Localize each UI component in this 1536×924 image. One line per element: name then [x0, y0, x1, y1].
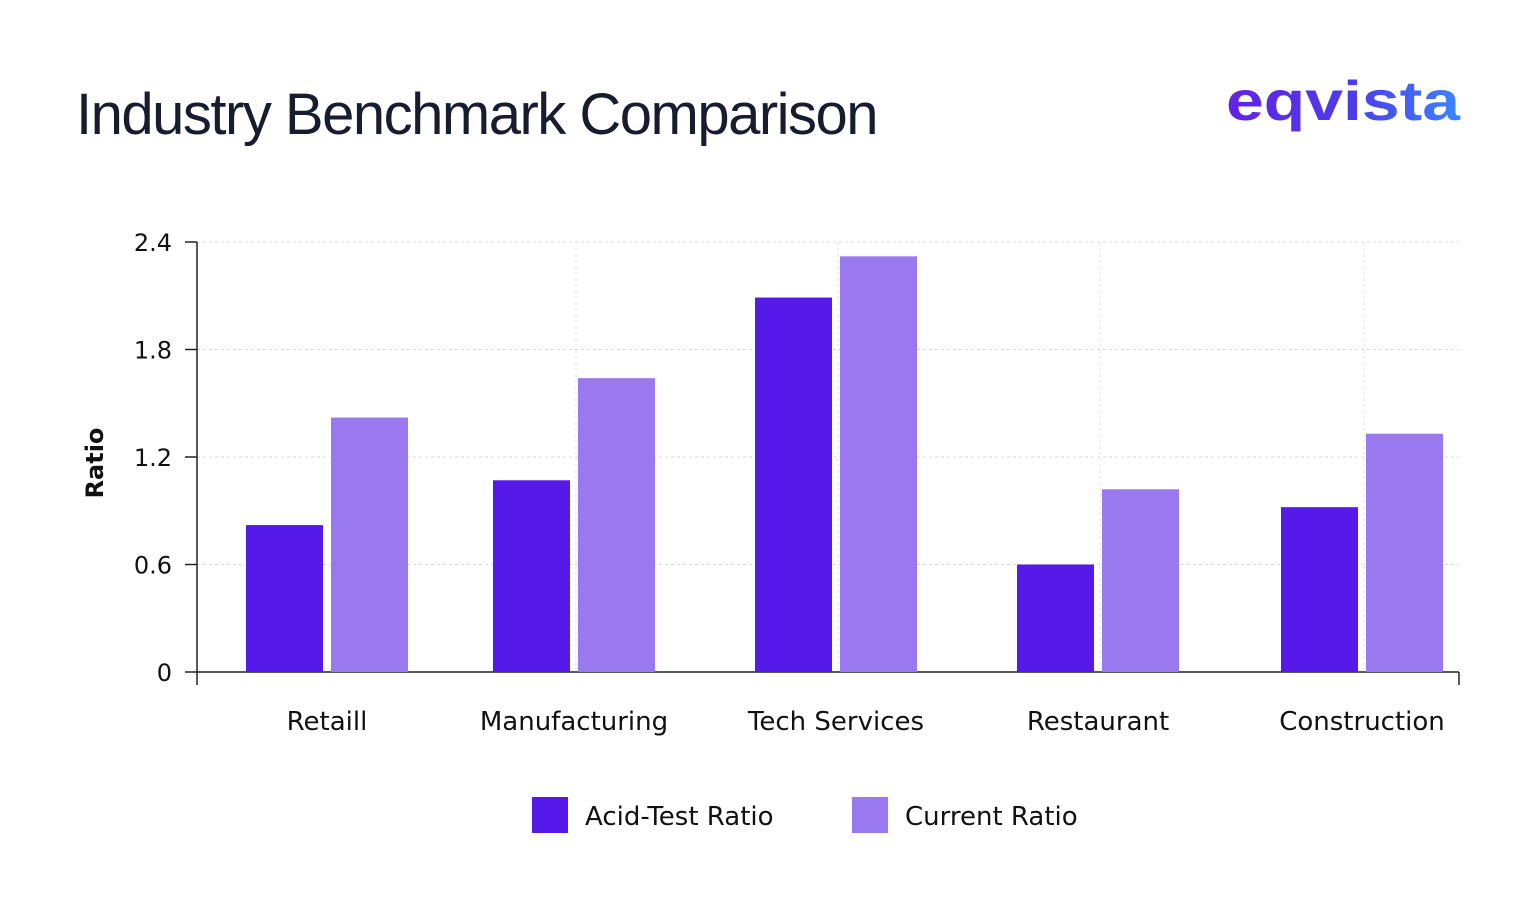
bar-acid-test-3	[1017, 564, 1094, 672]
eqvista-logo: eqvista	[1226, 69, 1461, 132]
x-category-label: Tech Services	[747, 707, 924, 737]
bar-current-0	[331, 417, 408, 672]
y-axis-title: Ratio	[81, 428, 109, 499]
y-tick-label: 1.8	[134, 337, 172, 365]
bar-current-3	[1102, 489, 1179, 672]
y-tick-label: 0	[157, 659, 172, 687]
svg-text:eqvista: eqvista	[1226, 69, 1461, 132]
bar-current-2	[840, 256, 917, 672]
y-tick-label: 2.4	[134, 229, 172, 257]
x-category-label: Retaill	[287, 707, 368, 737]
legend-label: Acid-Test Ratio	[585, 802, 774, 832]
y-tick-label: 1.2	[134, 444, 172, 472]
y-tick-label: 0.6	[134, 552, 172, 580]
legend-swatch	[532, 797, 568, 833]
bar-current-1	[578, 378, 655, 672]
x-category-label: Construction	[1279, 707, 1445, 737]
legend-swatch	[852, 797, 888, 833]
bar-acid-test-1	[493, 480, 570, 672]
bar-current-4	[1366, 433, 1443, 672]
bars	[246, 256, 1443, 672]
legend-label: Current Ratio	[905, 802, 1078, 832]
bar-acid-test-0	[246, 525, 323, 672]
legend: Acid-Test Ratio Current Ratio	[532, 797, 1078, 833]
y-tick-labels: 0 0.6 1.2 1.8 2.4	[134, 229, 172, 687]
x-category-label: Manufacturing	[480, 707, 668, 737]
bar-acid-test-4	[1281, 507, 1358, 672]
page-title: Industry Benchmark Comparison	[76, 82, 879, 147]
x-category-labels: Retaill Manufacturing Tech Services Restaur…	[287, 707, 1445, 737]
x-category-label: Restaurant	[1027, 707, 1169, 737]
bar-acid-test-2	[755, 297, 832, 672]
